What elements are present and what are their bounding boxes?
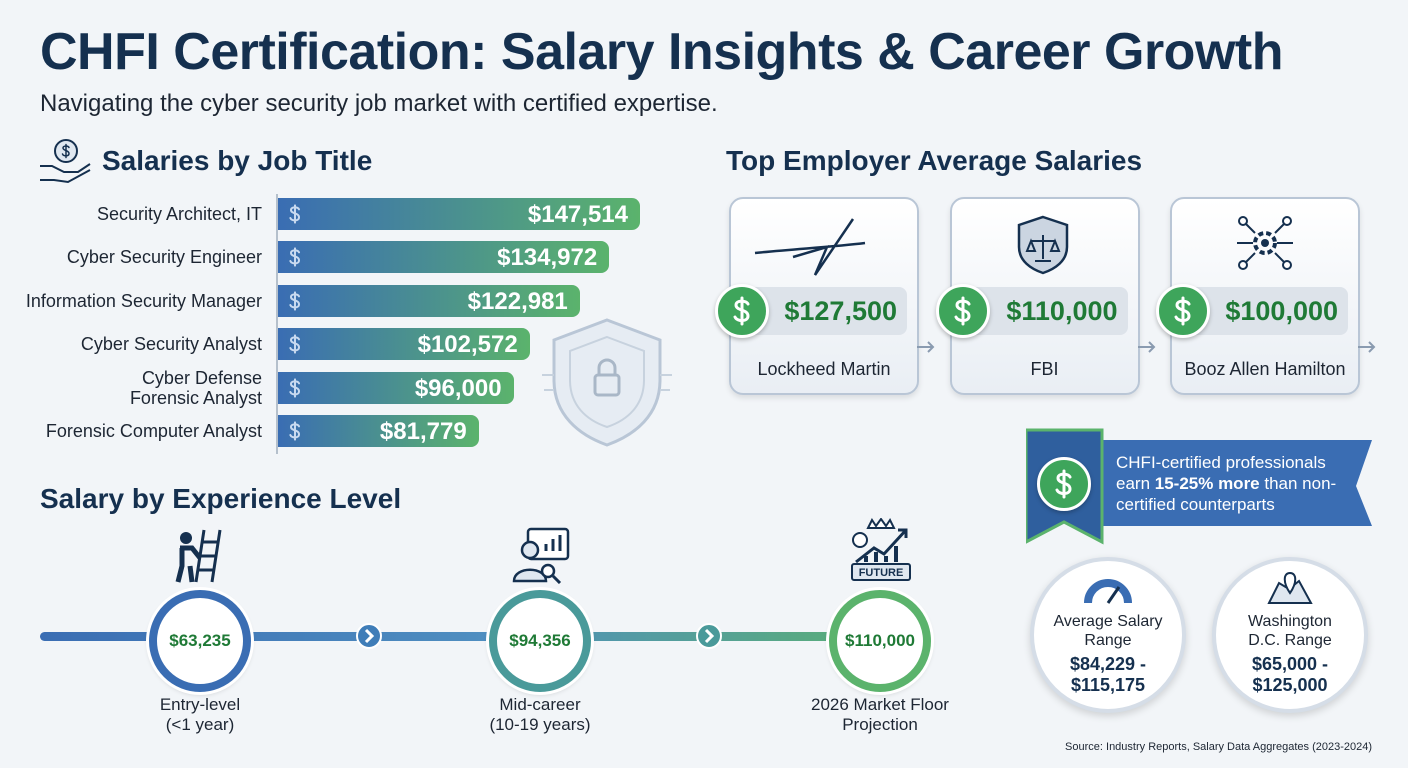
bar: $81,779 <box>278 415 479 447</box>
employer-name: Booz Allen Hamilton <box>1184 359 1346 379</box>
value-label: $102,572 <box>417 331 518 359</box>
timeline <box>40 632 930 641</box>
dollar-icon <box>288 247 302 267</box>
arrow <box>1137 341 1155 353</box>
callout-dollar <box>1037 457 1091 511</box>
callout-highlight: 15-25% more <box>1154 474 1260 493</box>
bar-title: Salaries by Job Title <box>102 145 373 176</box>
stat-label: Average Salary Range <box>1053 613 1163 649</box>
stat-label: Washington D.C. Range <box>1248 613 1332 649</box>
value-label: $96,000 <box>414 374 502 402</box>
title: CHFI Certification: Salary Insights & Ca… <box>40 23 1283 81</box>
future-badge: FUTURE <box>859 567 904 579</box>
employer-salary: $100,000 <box>1188 287 1348 335</box>
callout-text-a: CHFI-certified professionals earn <box>1116 453 1326 493</box>
level-sublabel: (<1 year) <box>165 715 235 734</box>
value-label: $122,981 <box>467 287 568 315</box>
bar: $134,972 <box>278 241 610 274</box>
level-label: Entry-level <box>159 695 241 714</box>
dollar-icon <box>288 291 302 311</box>
employer-name: Lockheed Martin <box>757 359 891 379</box>
employer-logo <box>754 218 866 276</box>
dollar-icon <box>1054 469 1074 499</box>
level-sublabel: (10-19 years) <box>489 715 591 734</box>
category-label: Cyber Security Analyst <box>80 334 262 355</box>
employer-logo <box>1017 215 1068 275</box>
employer-salary: $110,000 <box>967 287 1128 335</box>
ladder-icon <box>175 529 222 583</box>
employer-card: $100,000 Booz Allen Hamilton <box>1170 197 1360 395</box>
stat-circle: Average Salary Range $84,229 - $115,175 <box>1030 557 1186 713</box>
employer-salary: $127,500 <box>747 287 907 335</box>
category-label: Security Architect, IT <box>96 204 262 224</box>
bar: $147,514 <box>278 198 640 230</box>
level-salary: $63,235 <box>149 590 251 692</box>
level-salary: $110,000 <box>829 590 931 692</box>
bar: $96,000 <box>278 371 514 404</box>
experience-title: Salary by Experience Level <box>40 483 402 514</box>
category-label: Information Security Manager <box>25 290 262 311</box>
dollar-icon <box>288 334 302 354</box>
analyst-icon <box>512 527 570 584</box>
dollar-badge <box>715 284 769 338</box>
stat-icon <box>1267 571 1313 604</box>
dollar-badge <box>935 284 990 338</box>
future-icon: FUTURE <box>851 518 911 581</box>
level-sublabel: Projection <box>842 715 918 734</box>
stat-icon <box>1084 579 1132 604</box>
subtitle: Navigating the cyber security job market… <box>40 90 718 117</box>
shield-decor <box>542 318 672 447</box>
level-label: Mid-career <box>499 695 581 714</box>
value-label: $147,514 <box>527 201 628 228</box>
level-salary: $94,356 <box>489 590 591 692</box>
dollar-badge <box>1156 284 1210 338</box>
callout-text: CHFI-certified professionals earn 15-25%… <box>1116 452 1356 515</box>
employer-logo <box>1237 216 1293 270</box>
level-label: 2026 Market Floor <box>811 695 949 714</box>
arrow <box>1358 341 1376 353</box>
timeline-arrows <box>356 623 722 649</box>
stat-value: $65,000 - $125,000 <box>1251 654 1329 695</box>
category-label: Forensic Computer Analyst <box>45 421 262 441</box>
dollar-icon <box>1173 296 1193 326</box>
bar: $122,981 <box>278 284 580 317</box>
dollar-icon <box>288 378 302 398</box>
salary-icon <box>40 139 91 184</box>
category-label: Cyber Defense Forensic Analyst <box>129 367 262 408</box>
employer-name: FBI <box>1030 359 1059 379</box>
dollar-icon <box>732 296 752 326</box>
callout-text-b: than non-certified counterparts <box>1116 474 1337 514</box>
source: Source: Industry Reports, Salary Data Ag… <box>1065 741 1372 753</box>
value-label: $81,779 <box>379 418 467 445</box>
stat-value: $84,229 - $115,175 <box>1069 654 1147 695</box>
stat-circle: Washington D.C. Range $65,000 - $125,000 <box>1212 557 1368 713</box>
value-label: $134,972 <box>497 244 598 272</box>
dollar-icon <box>953 296 973 326</box>
axis-line <box>276 194 278 454</box>
category-label: Cyber Security Engineer <box>66 247 262 268</box>
employer-card: $127,500 Lockheed Martin <box>729 197 919 395</box>
bar: $102,572 <box>278 328 530 361</box>
dollar-icon <box>288 204 302 224</box>
employers-title: Top Employer Average Salaries <box>726 145 1143 176</box>
dollar-icon <box>288 421 302 441</box>
arrow <box>917 341 935 353</box>
